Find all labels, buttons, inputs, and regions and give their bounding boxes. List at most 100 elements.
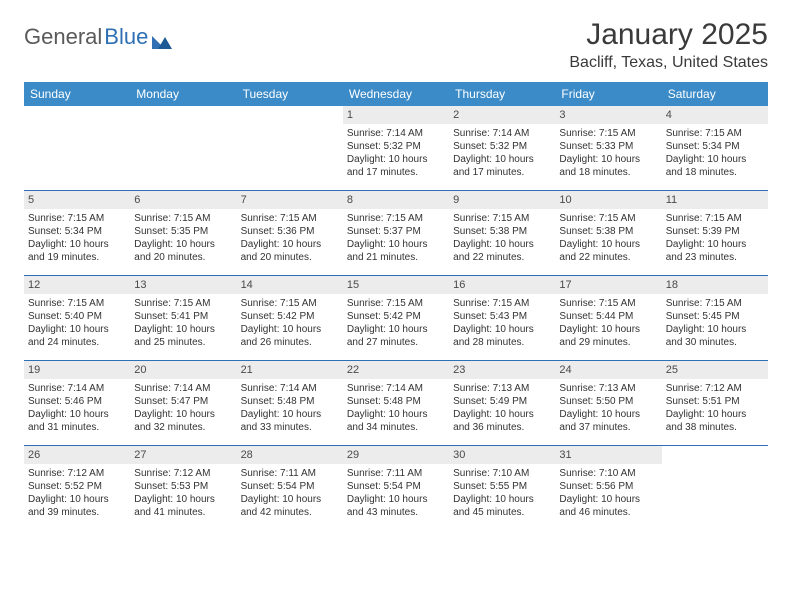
week-row: 19Sunrise: 7:14 AMSunset: 5:46 PMDayligh… (24, 361, 768, 446)
sunrise-text: Sunrise: 7:15 AM (28, 297, 126, 310)
daylight-text: Daylight: 10 hours and 17 minutes. (347, 153, 445, 179)
day-cell: 20Sunrise: 7:14 AMSunset: 5:47 PMDayligh… (130, 361, 236, 445)
day-cell: 24Sunrise: 7:13 AMSunset: 5:50 PMDayligh… (555, 361, 661, 445)
day-cell: 14Sunrise: 7:15 AMSunset: 5:42 PMDayligh… (237, 276, 343, 360)
sunrise-text: Sunrise: 7:15 AM (666, 127, 764, 140)
day-cell (24, 106, 130, 190)
day-cell: 7Sunrise: 7:15 AMSunset: 5:36 PMDaylight… (237, 191, 343, 275)
day-cell: 17Sunrise: 7:15 AMSunset: 5:44 PMDayligh… (555, 276, 661, 360)
sunset-text: Sunset: 5:38 PM (453, 225, 551, 238)
daylight-text: Daylight: 10 hours and 28 minutes. (453, 323, 551, 349)
dow-cell: Sunday (24, 82, 130, 106)
daylight-text: Daylight: 10 hours and 42 minutes. (241, 493, 339, 519)
sunrise-text: Sunrise: 7:11 AM (241, 467, 339, 480)
daylight-text: Daylight: 10 hours and 32 minutes. (134, 408, 232, 434)
sunset-text: Sunset: 5:46 PM (28, 395, 126, 408)
day-cell (662, 446, 768, 530)
week-row: 12Sunrise: 7:15 AMSunset: 5:40 PMDayligh… (24, 276, 768, 361)
sunrise-text: Sunrise: 7:15 AM (241, 297, 339, 310)
day-cell: 21Sunrise: 7:14 AMSunset: 5:48 PMDayligh… (237, 361, 343, 445)
day-number: 18 (662, 276, 768, 294)
sunrise-text: Sunrise: 7:15 AM (134, 297, 232, 310)
daylight-text: Daylight: 10 hours and 33 minutes. (241, 408, 339, 434)
sunset-text: Sunset: 5:32 PM (347, 140, 445, 153)
sunrise-text: Sunrise: 7:15 AM (559, 127, 657, 140)
day-number: 31 (555, 446, 661, 464)
header: GeneralBlue January 2025 Bacliff, Texas,… (24, 18, 768, 72)
sunrise-text: Sunrise: 7:15 AM (559, 212, 657, 225)
sunrise-text: Sunrise: 7:14 AM (134, 382, 232, 395)
day-cell: 8Sunrise: 7:15 AMSunset: 5:37 PMDaylight… (343, 191, 449, 275)
daylight-text: Daylight: 10 hours and 34 minutes. (347, 408, 445, 434)
day-cell: 19Sunrise: 7:14 AMSunset: 5:46 PMDayligh… (24, 361, 130, 445)
daylight-text: Daylight: 10 hours and 46 minutes. (559, 493, 657, 519)
day-cell: 26Sunrise: 7:12 AMSunset: 5:52 PMDayligh… (24, 446, 130, 530)
day-number: 6 (130, 191, 236, 209)
day-cell: 2Sunrise: 7:14 AMSunset: 5:32 PMDaylight… (449, 106, 555, 190)
day-cell: 5Sunrise: 7:15 AMSunset: 5:34 PMDaylight… (24, 191, 130, 275)
sunset-text: Sunset: 5:53 PM (134, 480, 232, 493)
sunset-text: Sunset: 5:41 PM (134, 310, 232, 323)
day-cell: 29Sunrise: 7:11 AMSunset: 5:54 PMDayligh… (343, 446, 449, 530)
day-cell: 28Sunrise: 7:11 AMSunset: 5:54 PMDayligh… (237, 446, 343, 530)
daylight-text: Daylight: 10 hours and 18 minutes. (666, 153, 764, 179)
day-number: 17 (555, 276, 661, 294)
logo-text-part2: Blue (104, 24, 148, 50)
day-number: 3 (555, 106, 661, 124)
day-cell: 16Sunrise: 7:15 AMSunset: 5:43 PMDayligh… (449, 276, 555, 360)
day-cell: 15Sunrise: 7:15 AMSunset: 5:42 PMDayligh… (343, 276, 449, 360)
day-cell: 4Sunrise: 7:15 AMSunset: 5:34 PMDaylight… (662, 106, 768, 190)
daylight-text: Daylight: 10 hours and 41 minutes. (134, 493, 232, 519)
sunset-text: Sunset: 5:55 PM (453, 480, 551, 493)
sunset-text: Sunset: 5:44 PM (559, 310, 657, 323)
day-number: 2 (449, 106, 555, 124)
daylight-text: Daylight: 10 hours and 22 minutes. (453, 238, 551, 264)
day-number: 13 (130, 276, 236, 294)
sunrise-text: Sunrise: 7:10 AM (453, 467, 551, 480)
day-number: 1 (343, 106, 449, 124)
daylight-text: Daylight: 10 hours and 39 minutes. (28, 493, 126, 519)
weeks-container: 1Sunrise: 7:14 AMSunset: 5:32 PMDaylight… (24, 106, 768, 530)
daylight-text: Daylight: 10 hours and 31 minutes. (28, 408, 126, 434)
logo-icon (152, 29, 172, 45)
day-number: 5 (24, 191, 130, 209)
day-cell: 9 Sunrise: 7:15 AMSunset: 5:38 PMDaylight… (449, 191, 555, 275)
sunrise-text: Sunrise: 7:15 AM (666, 212, 764, 225)
sunset-text: Sunset: 5:33 PM (559, 140, 657, 153)
day-number: 7 (237, 191, 343, 209)
daylight-text: Daylight: 10 hours and 25 minutes. (134, 323, 232, 349)
dow-cell: Wednesday (343, 82, 449, 106)
day-number: 8 (343, 191, 449, 209)
sunset-text: Sunset: 5:52 PM (28, 480, 126, 493)
day-cell: 12Sunrise: 7:15 AMSunset: 5:40 PMDayligh… (24, 276, 130, 360)
week-row: 1Sunrise: 7:14 AMSunset: 5:32 PMDaylight… (24, 106, 768, 191)
day-number: 11 (662, 191, 768, 209)
day-cell: 1Sunrise: 7:14 AMSunset: 5:32 PMDaylight… (343, 106, 449, 190)
day-number: 12 (24, 276, 130, 294)
logo: GeneralBlue (24, 24, 172, 50)
day-number: 30 (449, 446, 555, 464)
day-cell: 30Sunrise: 7:10 AMSunset: 5:55 PMDayligh… (449, 446, 555, 530)
sunrise-text: Sunrise: 7:15 AM (559, 297, 657, 310)
day-cell: 18Sunrise: 7:15 AMSunset: 5:45 PMDayligh… (662, 276, 768, 360)
sunset-text: Sunset: 5:42 PM (347, 310, 445, 323)
daylight-text: Daylight: 10 hours and 30 minutes. (666, 323, 764, 349)
day-cell: 10Sunrise: 7:15 AMSunset: 5:38 PMDayligh… (555, 191, 661, 275)
sunset-text: Sunset: 5:47 PM (134, 395, 232, 408)
sunset-text: Sunset: 5:56 PM (559, 480, 657, 493)
day-cell: 22Sunrise: 7:14 AMSunset: 5:48 PMDayligh… (343, 361, 449, 445)
dow-cell: Saturday (662, 82, 768, 106)
sunrise-text: Sunrise: 7:15 AM (453, 212, 551, 225)
logo-text-part1: General (24, 24, 102, 50)
sunset-text: Sunset: 5:42 PM (241, 310, 339, 323)
day-number: 10 (555, 191, 661, 209)
day-cell: 13 Sunrise: 7:15 AMSunset: 5:41 PMDayligh… (130, 276, 236, 360)
sunrise-text: Sunrise: 7:12 AM (28, 467, 126, 480)
sunset-text: Sunset: 5:37 PM (347, 225, 445, 238)
sunrise-text: Sunrise: 7:15 AM (453, 297, 551, 310)
title-block: January 2025 Bacliff, Texas, United Stat… (569, 18, 768, 72)
day-cell: 6Sunrise: 7:15 AMSunset: 5:35 PMDaylight… (130, 191, 236, 275)
day-number: 9 (449, 191, 555, 209)
sunset-text: Sunset: 5:40 PM (28, 310, 126, 323)
day-of-week-header: SundayMondayTuesdayWednesdayThursdayFrid… (24, 82, 768, 106)
